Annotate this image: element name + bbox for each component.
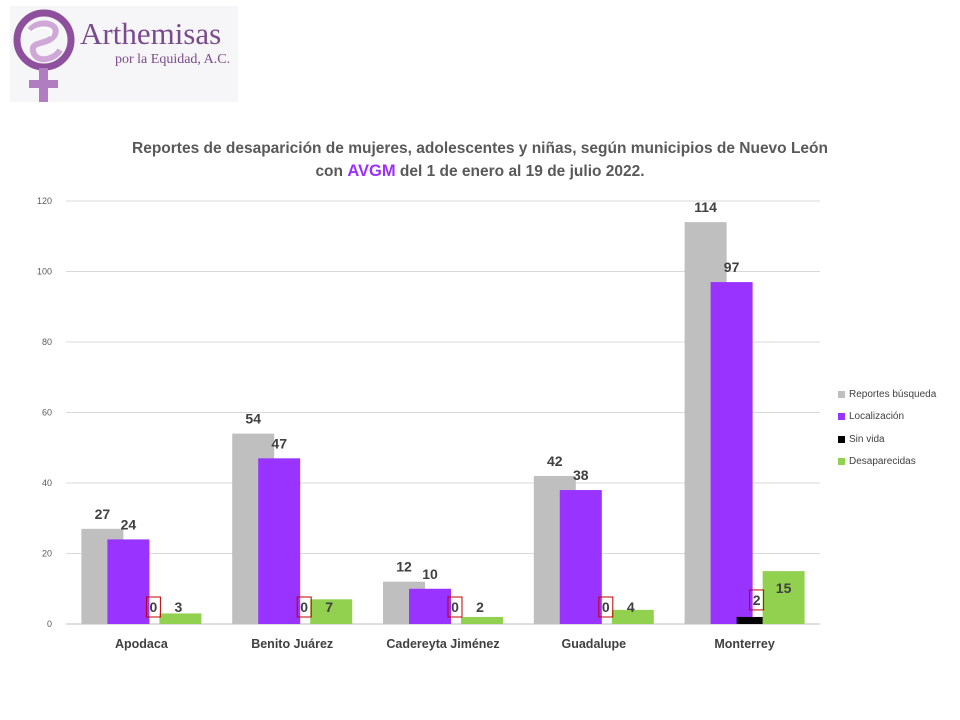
bar: [736, 616, 779, 624]
legend-item: Localización: [838, 406, 936, 429]
y-tick-label: 0: [47, 619, 52, 629]
bar: [258, 458, 301, 624]
legend-swatch: [838, 390, 845, 398]
data-label: 4: [627, 599, 635, 615]
data-label: 0: [300, 599, 308, 615]
data-label: 97: [724, 259, 740, 275]
bar: [559, 490, 602, 624]
bar: [710, 282, 753, 624]
legend-swatch: [838, 413, 845, 421]
title-suffix: del 1 de enero al 19 de julio 2022.: [395, 163, 645, 180]
venus-logo-icon: [13, 9, 75, 102]
chart-title-line2: con AVGM del 1 de enero al 19 de julio 2…: [90, 160, 870, 183]
legend-label: Localización: [849, 411, 905, 423]
y-tick-label: 100: [37, 267, 52, 277]
legend-item: Sin vida: [838, 428, 936, 451]
x-tick-label: Benito Juárez: [251, 637, 333, 651]
y-tick-label: 20: [42, 549, 52, 559]
x-tick-label: Apodaca: [115, 637, 169, 651]
data-label: 114: [694, 199, 717, 215]
data-label-box: [749, 589, 765, 611]
data-label: 54: [245, 411, 261, 427]
legend-item: Desaparecidas: [838, 451, 936, 474]
arthemisas-logo: Arthemisas por la Equidad, A.C.: [10, 6, 238, 102]
legend-item: Reportes búsqueda: [838, 383, 936, 406]
logo-name: Arthemisas: [80, 16, 222, 51]
y-tick-label: 120: [37, 196, 52, 206]
data-label: 0: [451, 599, 459, 615]
data-label: 10: [422, 566, 438, 582]
chart-legend: Reportes búsqueda Localización Sin vida Des…: [838, 383, 936, 473]
data-label-box: [296, 596, 312, 618]
title-accent: AVGM: [347, 162, 396, 180]
data-label: 15: [776, 580, 792, 596]
chart-title: Reportes de desaparición de mujeres, ado…: [90, 137, 870, 183]
data-label: 12: [396, 559, 412, 575]
y-tick-label: 80: [42, 337, 52, 347]
legend-swatch: [838, 458, 845, 466]
data-label-box: [447, 596, 463, 618]
data-label: 2: [753, 592, 761, 608]
data-label: 0: [150, 599, 158, 615]
bar: [409, 588, 451, 624]
data-label: 0: [602, 599, 610, 615]
legend-label: Sin vida: [849, 433, 885, 445]
y-tick-label: 60: [42, 408, 52, 418]
chart-title-line1: Reportes de desaparición de mujeres, ado…: [132, 140, 828, 157]
x-tick-label: Cadereyta Jiménez: [386, 637, 499, 651]
bar: [461, 616, 503, 624]
y-tick-label: 40: [42, 478, 52, 488]
data-label: 38: [573, 467, 589, 483]
data-label: 42: [547, 453, 563, 469]
bar: [107, 539, 150, 624]
legend-label: Reportes búsqueda: [849, 388, 937, 400]
data-label-box: [598, 596, 614, 618]
x-tick-label: Monterrey: [714, 637, 774, 651]
legend-label: Desaparecidas: [849, 456, 916, 468]
data-label: 24: [121, 516, 137, 532]
bar: [310, 599, 353, 624]
data-label: 27: [95, 506, 111, 522]
bar: [611, 609, 654, 624]
data-label: 3: [175, 599, 183, 615]
x-tick-label: Guadalupe: [562, 637, 627, 651]
title-prefix: con: [315, 163, 348, 180]
data-label: 47: [271, 435, 287, 451]
data-label-box: [145, 596, 161, 618]
data-label: 2: [476, 599, 484, 615]
bar: [762, 571, 805, 624]
legend-swatch: [838, 435, 845, 443]
logo-subtitle: por la Equidad, A.C.: [115, 52, 231, 67]
bar: [159, 613, 202, 624]
data-label: 7: [325, 599, 333, 615]
